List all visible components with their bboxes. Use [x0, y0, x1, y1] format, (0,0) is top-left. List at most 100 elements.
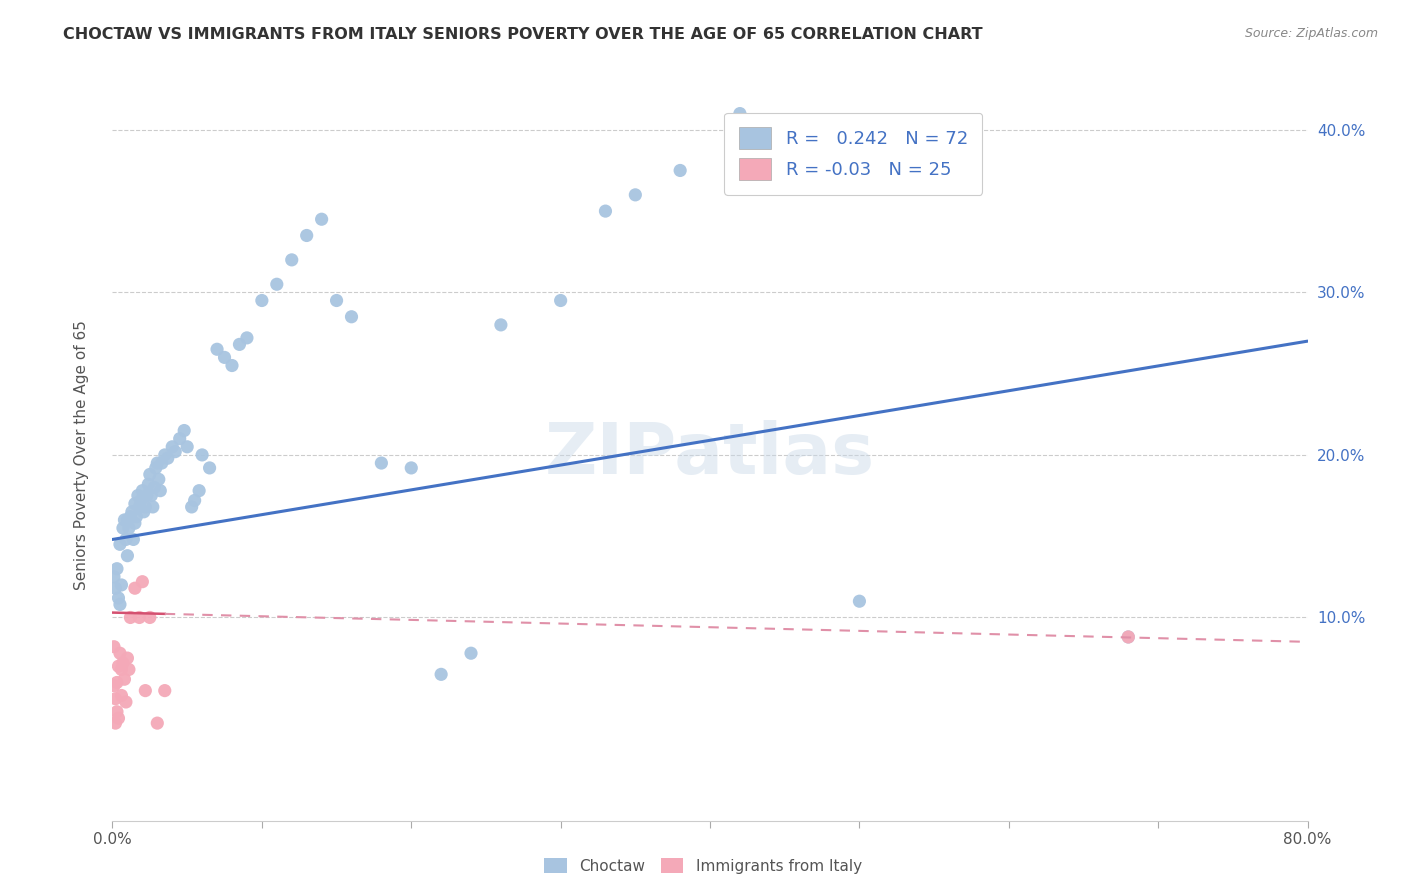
Point: [156, 451, 179, 466]
Point: [121, 505, 143, 519]
Point: [128, 500, 150, 514]
Point: [118, 663, 141, 677]
Point: [139, 610, 162, 624]
Point: [180, 500, 202, 514]
Point: [236, 331, 259, 345]
Point: [131, 483, 153, 498]
Point: [127, 489, 149, 503]
Point: [134, 683, 156, 698]
Text: ZIPatlas: ZIPatlas: [546, 420, 875, 490]
Point: [281, 252, 304, 267]
Point: [111, 656, 134, 670]
Point: [110, 663, 132, 677]
Text: Source: ZipAtlas.com: Source: ZipAtlas.com: [1244, 27, 1378, 40]
Point: [311, 212, 333, 227]
Point: [460, 646, 482, 660]
Point: [105, 562, 128, 576]
Point: [135, 489, 157, 503]
Point: [139, 467, 162, 482]
Point: [117, 513, 139, 527]
Point: [110, 689, 132, 703]
Point: [214, 351, 236, 365]
Point: [340, 310, 363, 324]
Point: [162, 440, 183, 454]
Point: [173, 424, 195, 438]
Point: [107, 591, 129, 605]
Point: [198, 461, 221, 475]
Point: [108, 646, 131, 660]
Point: [105, 705, 128, 719]
Y-axis label: Seniors Poverty Over the Age of 65: Seniors Poverty Over the Age of 65: [75, 320, 89, 590]
Point: [114, 672, 135, 686]
Point: [169, 432, 191, 446]
Point: [430, 667, 453, 681]
Point: [103, 640, 125, 654]
Point: [108, 537, 131, 551]
Point: [295, 228, 318, 243]
Point: [188, 483, 211, 498]
Point: [176, 440, 198, 454]
Point: [122, 533, 145, 547]
Point: [669, 163, 692, 178]
Point: [124, 497, 146, 511]
Point: [120, 509, 142, 524]
Point: [104, 581, 127, 595]
Point: [146, 716, 169, 731]
Point: [728, 106, 751, 120]
Point: [103, 570, 125, 584]
Point: [131, 574, 153, 589]
Point: [550, 293, 572, 308]
Point: [141, 489, 163, 503]
Point: [118, 521, 141, 535]
Point: [228, 337, 250, 351]
Point: [138, 477, 160, 491]
Point: [128, 610, 150, 624]
Point: [191, 448, 214, 462]
Point: [1118, 630, 1140, 644]
Legend: Choctaw, Immigrants from Italy: Choctaw, Immigrants from Italy: [538, 852, 868, 880]
Point: [489, 318, 512, 332]
Point: [165, 444, 187, 458]
Point: [120, 610, 142, 624]
Point: [250, 293, 273, 308]
Point: [150, 456, 173, 470]
Point: [117, 549, 139, 563]
Point: [266, 277, 288, 292]
Point: [129, 493, 152, 508]
Point: [105, 675, 128, 690]
Point: [134, 500, 156, 514]
Point: [143, 480, 166, 494]
Point: [115, 695, 138, 709]
Legend: R =   0.242   N = 72, R = -0.03   N = 25: R = 0.242 N = 72, R = -0.03 N = 25: [724, 113, 983, 194]
Point: [107, 659, 129, 673]
Point: [111, 521, 134, 535]
Point: [115, 533, 138, 547]
Point: [624, 187, 647, 202]
Point: [142, 500, 165, 514]
Point: [110, 578, 132, 592]
Point: [183, 493, 205, 508]
Point: [370, 456, 392, 470]
Point: [595, 204, 617, 219]
Point: [149, 483, 172, 498]
Text: CHOCTAW VS IMMIGRANTS FROM ITALY SENIORS POVERTY OVER THE AGE OF 65 CORRELATION : CHOCTAW VS IMMIGRANTS FROM ITALY SENIORS…: [63, 27, 983, 42]
Point: [104, 691, 127, 706]
Point: [145, 461, 167, 475]
Point: [125, 509, 148, 524]
Point: [146, 456, 169, 470]
Point: [107, 711, 129, 725]
Point: [401, 461, 423, 475]
Point: [132, 505, 155, 519]
Point: [124, 516, 146, 531]
Point: [108, 598, 131, 612]
Point: [325, 293, 347, 308]
Point: [117, 651, 139, 665]
Point: [153, 448, 176, 462]
Point: [221, 359, 243, 373]
Point: [148, 472, 170, 486]
Point: [103, 679, 125, 693]
Point: [205, 343, 228, 357]
Point: [104, 716, 127, 731]
Point: [1118, 630, 1140, 644]
Point: [848, 594, 870, 608]
